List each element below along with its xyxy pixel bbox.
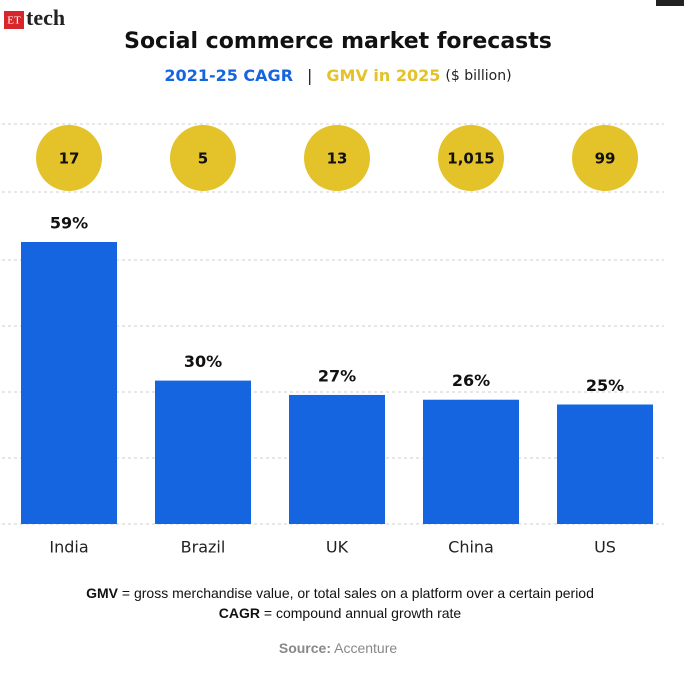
x-tick-label: UK [326,538,349,557]
value-label: 26% [452,371,490,390]
gmv-bubble [572,125,638,191]
separator: | [307,66,312,85]
source-text: Accenture [331,640,397,656]
x-tick-label: Brazil [181,538,226,557]
gmv-label: 5 [198,150,208,168]
gmv-bubble [170,125,236,191]
value-label: 30% [184,352,222,371]
bar [423,399,519,524]
gmv-label: 13 [327,150,348,168]
source: Source: Accenture [279,640,397,656]
corner-bar [656,0,684,6]
note-term: CAGR [219,605,260,621]
source-label: Source: [279,640,331,656]
note: CAGR = compound annual growth rate [219,605,462,621]
unit: ($ billion) [445,68,511,84]
value-label: 59% [50,214,88,233]
gmv-bubble [36,125,102,191]
logo-box [4,11,24,29]
logo-name: tech [26,5,65,30]
x-tick-label: US [594,538,616,557]
note-term: GMV [86,585,119,601]
bar [155,380,251,524]
value-label: 25% [586,376,624,395]
note-text: = compound annual growth rate [260,605,461,621]
note: GMV = gross merchandise value, or total … [86,585,594,601]
gmv-label: 99 [595,150,616,168]
bar [21,242,117,524]
subtitle: 2021-25 CAGR | GMV in 2025 ($ billion) [164,66,511,85]
legend-entry: 2021-25 CAGR [164,66,293,85]
legend-entry: GMV in 2025 [326,66,440,85]
logo-mark: ET [7,15,21,27]
value-label: 27% [318,366,356,385]
note-text: = gross merchandise value, or total sale… [118,585,594,601]
bar [289,394,385,524]
gmv-bubble [438,125,504,191]
chart-title: Social commerce market forecasts [124,29,552,54]
gmv-label: 17 [59,150,80,168]
bar [557,404,653,524]
gmv-label: 1,015 [447,150,494,168]
gmv-bubble [304,125,370,191]
plot: 59% 17 India 30% 5 Brazil 27% 13 UK 26% 1,015 China… [2,123,664,557]
x-tick-label: China [448,538,494,557]
x-tick-label: India [49,538,88,557]
